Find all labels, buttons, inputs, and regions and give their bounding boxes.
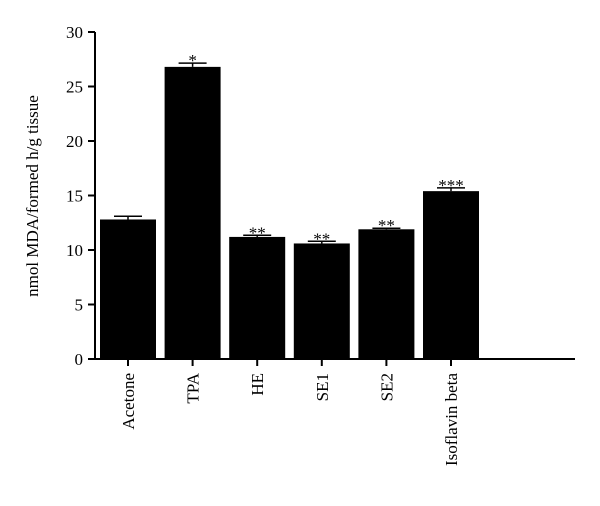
y-tick-label: 5 xyxy=(75,296,84,315)
y-axis-title: nmol MDA/formed h/g tissue xyxy=(23,95,42,297)
bar-isoflavin-beta xyxy=(423,191,479,359)
bar-acetone xyxy=(100,219,156,359)
y-axis: 0 5 10 15 20 25 30 xyxy=(66,23,96,369)
y-tick-label: 30 xyxy=(66,23,83,42)
bars: *** ******* xyxy=(100,51,479,359)
y-tick-label: 20 xyxy=(66,132,83,151)
x-tick-label: TPA xyxy=(184,372,203,403)
y-tick-label: 10 xyxy=(66,241,83,260)
bar-tpa xyxy=(164,66,221,359)
significance-label: ** xyxy=(313,229,330,248)
bar-he xyxy=(229,236,286,359)
y-tick-label: 0 xyxy=(75,350,84,369)
bar-se2 xyxy=(358,229,415,359)
significance-label: ** xyxy=(249,223,266,242)
x-tick-label: Acetone xyxy=(119,373,138,430)
significance-label: * xyxy=(188,51,197,70)
x-tick-label: SE1 xyxy=(313,373,332,401)
y-tick-label: 15 xyxy=(66,187,83,206)
x-tick-label: Isoflavin beta xyxy=(442,373,461,466)
significance-label: *** xyxy=(438,176,464,195)
x-axis: Acetone TPA HE SE1 SE2 Isoflavin beta xyxy=(95,358,575,466)
x-tick-label: HE xyxy=(248,373,267,396)
y-tick-label: 25 xyxy=(66,78,83,97)
significance-label: ** xyxy=(378,216,395,235)
bar-se1 xyxy=(293,243,350,359)
x-tick-label: SE2 xyxy=(377,373,396,401)
